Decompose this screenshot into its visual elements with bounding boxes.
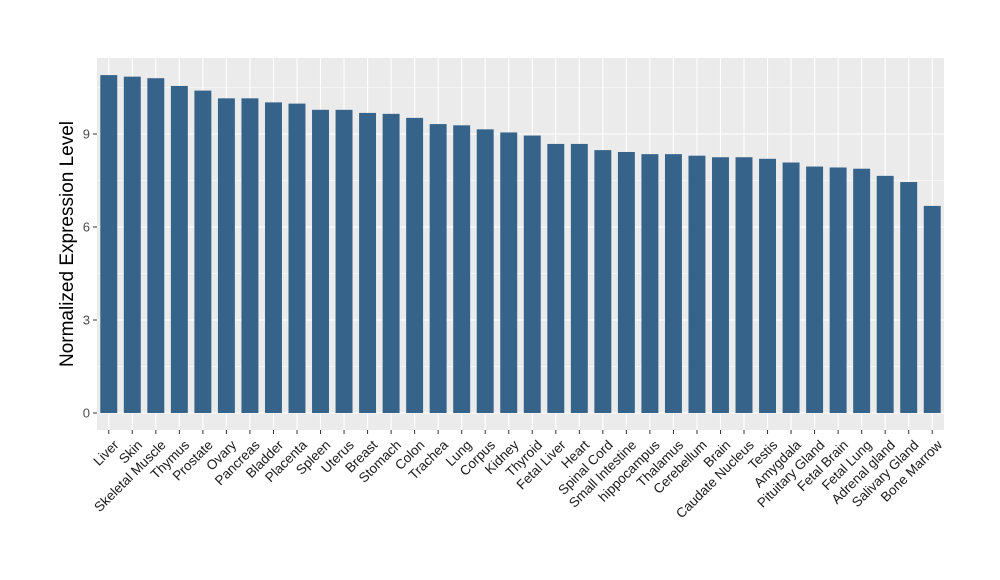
bar [547, 143, 565, 414]
bar [335, 109, 353, 413]
bar [853, 168, 871, 413]
bar [782, 162, 800, 413]
bar [829, 167, 847, 413]
y-tick-label: 0 [83, 406, 90, 421]
y-tick-label: 3 [83, 313, 90, 328]
bar [288, 103, 306, 414]
bar [900, 182, 918, 413]
bar [264, 102, 282, 413]
bar [241, 98, 259, 413]
x-tick-label: Liver [90, 437, 122, 469]
bar [147, 78, 165, 413]
bar [170, 85, 188, 413]
bar [217, 98, 235, 413]
bar [500, 132, 518, 413]
bar [476, 129, 494, 413]
y-tick-label: 6 [83, 220, 90, 235]
bar [359, 112, 377, 414]
bar [617, 151, 635, 414]
bar [406, 117, 424, 413]
bar [594, 150, 612, 413]
bar [712, 157, 729, 413]
bar [876, 175, 894, 413]
panel-background [97, 58, 944, 430]
bars [100, 75, 941, 414]
bar [523, 135, 541, 414]
y-axis: 0 3 6 9 [83, 127, 97, 421]
y-axis-title: Normalized Expression Level [57, 121, 78, 367]
y-tick-label: 9 [83, 127, 90, 142]
bar [312, 109, 329, 413]
bar [923, 205, 941, 413]
bar [641, 154, 659, 413]
bar [806, 166, 824, 413]
bar [453, 125, 471, 413]
bar [688, 155, 706, 413]
bar [429, 124, 447, 413]
bar [100, 75, 118, 413]
bar [735, 157, 753, 413]
bar [123, 76, 141, 414]
bar [194, 90, 212, 413]
bar [664, 154, 682, 413]
bar [759, 158, 777, 413]
bar [382, 113, 400, 413]
bar [570, 143, 588, 414]
